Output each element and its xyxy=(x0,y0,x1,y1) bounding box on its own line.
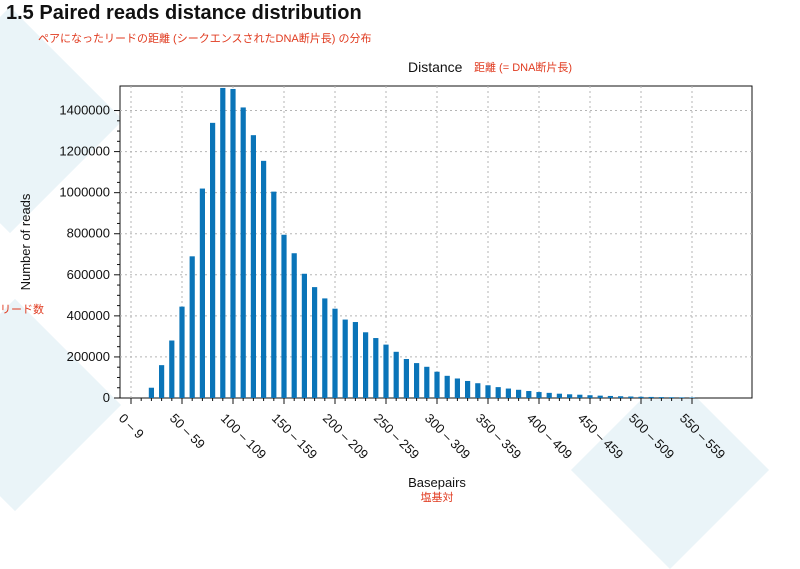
bar xyxy=(669,397,675,398)
bar xyxy=(199,188,205,398)
bar xyxy=(444,375,450,398)
bar xyxy=(414,363,420,398)
x-tick-label: 500 – 509 xyxy=(626,411,678,463)
bar xyxy=(240,107,246,398)
bar xyxy=(638,396,644,398)
bar xyxy=(516,389,522,398)
x-tick-label: 400 – 409 xyxy=(524,411,576,463)
bar xyxy=(230,88,236,398)
bar xyxy=(250,135,256,399)
bar xyxy=(526,391,532,398)
y-tick-label: 0 xyxy=(103,390,110,405)
x-tick-label: 0 – 9 xyxy=(116,411,147,442)
bar xyxy=(373,338,379,398)
bar xyxy=(536,392,542,398)
y-tick-label: 800000 xyxy=(67,226,110,241)
x-tick-label: 550 – 559 xyxy=(677,411,729,463)
bar xyxy=(505,388,511,398)
bar xyxy=(577,394,583,398)
bar xyxy=(393,351,399,398)
bar xyxy=(169,340,175,398)
bar xyxy=(628,396,634,398)
x-tick-label: 200 – 209 xyxy=(320,411,372,463)
bar xyxy=(597,395,603,398)
y-axis: 0 200000 400000 600000 800000 1000000 1200000 1… xyxy=(59,103,120,405)
bar xyxy=(148,387,154,398)
x-tick-label: 450 – 459 xyxy=(575,411,627,463)
bar xyxy=(291,253,297,398)
x-tick-label: 150 – 159 xyxy=(269,411,321,463)
section-subtitle: ペアになったリードの距離 (シークエンスされたDNA断片長) の分布 xyxy=(38,33,372,45)
bar xyxy=(352,322,358,398)
bar xyxy=(475,383,481,398)
bar xyxy=(301,273,307,398)
y-axis-title: Number of reads xyxy=(18,193,33,290)
y-axis-title-note: リード数 xyxy=(0,303,44,316)
chart-title-note: 距離 (= DNA断片長) xyxy=(474,60,572,74)
bar xyxy=(546,392,552,398)
section-title: 1.5 Paired reads distance distribution xyxy=(6,2,362,24)
y-tick-label: 200000 xyxy=(67,349,110,364)
bar xyxy=(648,396,654,398)
bar xyxy=(454,378,460,398)
bar xyxy=(403,358,409,398)
bar xyxy=(159,365,165,398)
bar xyxy=(332,308,338,398)
bar xyxy=(179,306,185,398)
chart-title: Distance xyxy=(408,59,463,75)
x-tick-label: 350 – 359 xyxy=(473,411,525,463)
distance-chart: Distance 距離 (= DNA断片長) 0 200000 400000 6000… xyxy=(0,59,753,504)
bar xyxy=(658,397,664,398)
bar xyxy=(312,287,318,398)
bar xyxy=(618,396,624,398)
bars xyxy=(148,87,695,399)
y-tick-label: 1200000 xyxy=(59,144,110,159)
bar xyxy=(689,397,695,398)
bar xyxy=(271,191,277,398)
x-axis-title-note: 塩基対 xyxy=(421,490,454,504)
bar xyxy=(607,395,613,398)
y-tick-label: 1400000 xyxy=(59,103,110,118)
bar xyxy=(220,87,226,398)
bar xyxy=(281,234,287,398)
bar xyxy=(587,395,593,398)
bar xyxy=(495,387,501,398)
x-tick-label: 50 – 59 xyxy=(167,411,208,452)
bar xyxy=(342,319,348,398)
y-tick-label: 600000 xyxy=(67,267,110,282)
bar xyxy=(210,122,216,398)
bar xyxy=(679,397,685,398)
x-tick-label: 100 – 109 xyxy=(218,411,270,463)
x-tick-label: 250 – 259 xyxy=(371,411,423,463)
x-axis-title: Basepairs xyxy=(408,475,466,490)
y-tick-label: 400000 xyxy=(67,308,110,323)
bar xyxy=(465,380,471,398)
bar xyxy=(261,160,267,398)
bar xyxy=(567,394,573,398)
bar xyxy=(189,256,195,398)
bar xyxy=(322,298,328,398)
bar xyxy=(556,393,562,398)
bar xyxy=(434,371,440,398)
x-tick-label: 300 – 309 xyxy=(422,411,474,463)
x-axis: 0 – 9 50 – 59 100 – 109 150 – 159 200 – 209 2… xyxy=(116,398,729,463)
bar xyxy=(485,385,491,398)
y-tick-label: 1000000 xyxy=(59,185,110,200)
bar xyxy=(383,344,389,398)
bar xyxy=(424,366,430,398)
bar xyxy=(363,332,369,398)
